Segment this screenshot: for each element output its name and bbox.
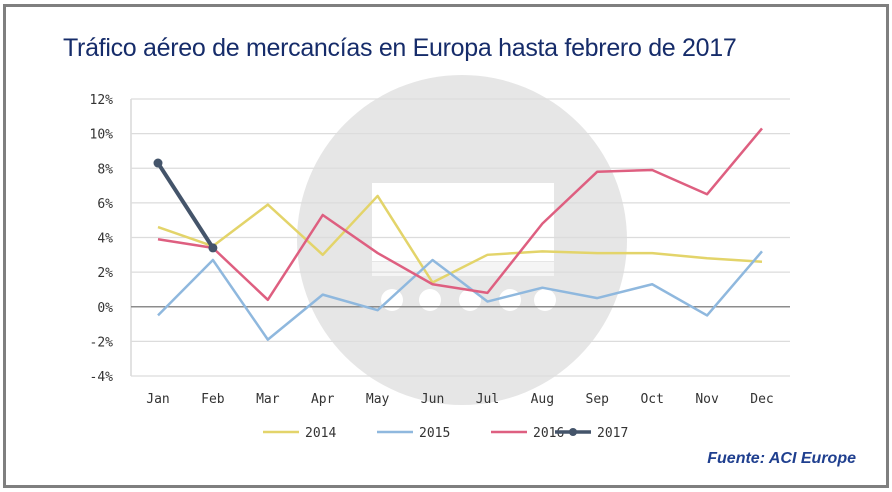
x-tick-label: Dec: [750, 392, 773, 407]
y-tick-label: 10%: [90, 128, 114, 143]
y-tick-label: 4%: [97, 232, 113, 247]
y-tick-label: -2%: [90, 335, 114, 350]
legend-label: 2014: [305, 426, 336, 441]
legend-marker: [569, 428, 577, 436]
y-tick-label: 0%: [97, 301, 113, 316]
series-line-2017: [156, 161, 215, 249]
x-tick-label: Mar: [256, 392, 280, 407]
y-tick-label: 2%: [97, 266, 113, 281]
series-line-2015: [157, 250, 763, 341]
x-tick-label: Jun: [421, 392, 444, 407]
x-tick-label: Oct: [640, 392, 663, 407]
legend-label: 2016: [533, 426, 564, 441]
y-tick-label: 6%: [97, 197, 113, 212]
y-tick-label: 8%: [97, 162, 113, 177]
y-tick-label: -4%: [90, 370, 114, 385]
watermark-truck-icon: [297, 75, 627, 405]
x-tick-label: Jan: [146, 392, 169, 407]
x-tick-label: Aug: [531, 392, 554, 407]
x-tick-label: Nov: [695, 392, 719, 407]
y-tick-label: 12%: [90, 93, 114, 108]
x-tick-label: May: [366, 392, 390, 407]
x-tick-label: Feb: [201, 392, 225, 407]
data-point-2017: [153, 158, 163, 168]
series-line-2014: [157, 194, 763, 284]
x-tick-label: Sep: [586, 392, 610, 407]
x-tick-label: Apr: [311, 392, 335, 407]
legend-label: 2017: [597, 426, 628, 441]
series-line-2016: [157, 127, 763, 302]
legend-label: 2015: [419, 426, 450, 441]
x-tick-label: Jul: [476, 392, 499, 407]
source-note: Fuente: ACI Europe: [707, 450, 856, 467]
data-point-2017: [208, 243, 218, 253]
chart-title: Tráfico aéreo de mercancías en Europa ha…: [63, 34, 737, 62]
